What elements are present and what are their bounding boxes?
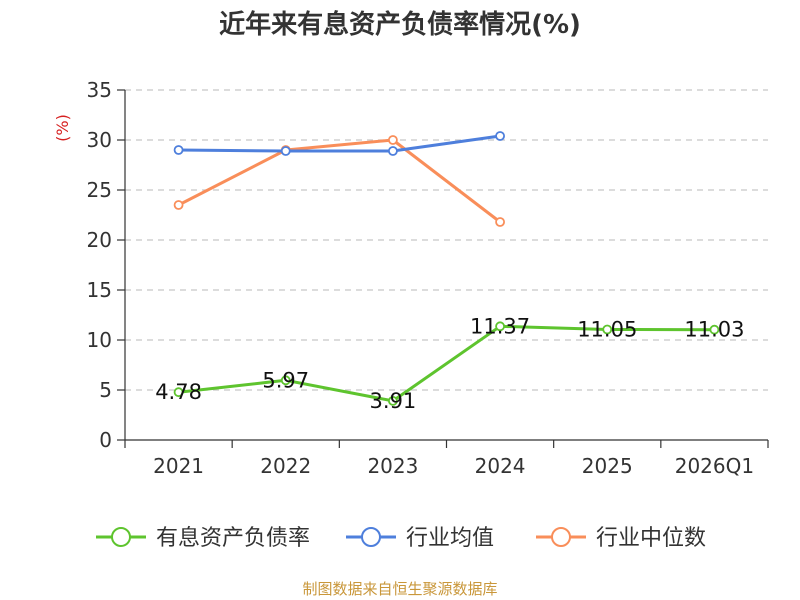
x-tick-label: 2023: [367, 454, 418, 478]
legend-swatch-marker: [551, 527, 571, 547]
data-point: [388, 395, 398, 406]
data-label: 3.91: [370, 389, 417, 413]
x-tick-label: 2026Q1: [675, 454, 754, 478]
series-line: [177, 138, 501, 224]
x-tick-label: 2024: [475, 454, 526, 478]
y-tick-label: 10: [87, 328, 112, 352]
y-tick-label: 25: [87, 178, 112, 202]
data-label: 4.78: [155, 380, 202, 404]
legend-swatch-marker: [361, 527, 381, 547]
source-note: 制图数据来自恒生聚源数据库: [302, 580, 498, 598]
data-point: [388, 135, 398, 145]
data-label: 11.05: [577, 318, 637, 342]
data-point: [280, 375, 291, 386]
y-tick-label: 0: [99, 428, 112, 452]
data-label: 11.37: [470, 314, 530, 338]
data-point: [173, 387, 184, 398]
chart-title: 近年来有息资产负债率情况(%): [219, 10, 581, 40]
legend-label: 行业均值: [406, 526, 494, 551]
x-tick-label: 2025: [582, 454, 633, 478]
y-axis-label: (%): [53, 114, 72, 142]
data-point: [388, 146, 398, 156]
legend-swatch-marker: [111, 527, 131, 547]
data-label: 11.03: [684, 318, 744, 342]
data-point: [709, 324, 720, 335]
data-point: [602, 324, 613, 335]
data-point: [495, 321, 505, 332]
legend-label: 有息资产负债率: [156, 526, 310, 551]
x-tick-label: 2021: [153, 454, 204, 478]
data-label: 5.97: [262, 368, 309, 392]
grid-lines: [125, 89, 768, 391]
data-point: [173, 145, 184, 155]
x-tick-label: 2022: [260, 454, 311, 478]
y-tick-label: 35: [87, 78, 112, 102]
y-tick-label: 15: [87, 278, 112, 302]
legend: 有息资产负债率 行业均值 行业中位数: [96, 526, 706, 551]
series-line: [178, 324, 715, 403]
data-point: [495, 131, 505, 141]
y-tick-label: 30: [87, 128, 112, 152]
series-line: [178, 134, 501, 153]
data-point: [173, 200, 184, 210]
data-point: [280, 146, 291, 156]
series-lines: [173, 131, 720, 406]
data-point: [495, 217, 505, 227]
y-tick-label: 5: [99, 378, 112, 402]
data-labels: 4.78 5.97 3.91 11.37 11.05 11.03: [155, 314, 744, 413]
y-tick-label: 20: [87, 228, 112, 252]
legend-label: 行业中位数: [596, 526, 706, 551]
